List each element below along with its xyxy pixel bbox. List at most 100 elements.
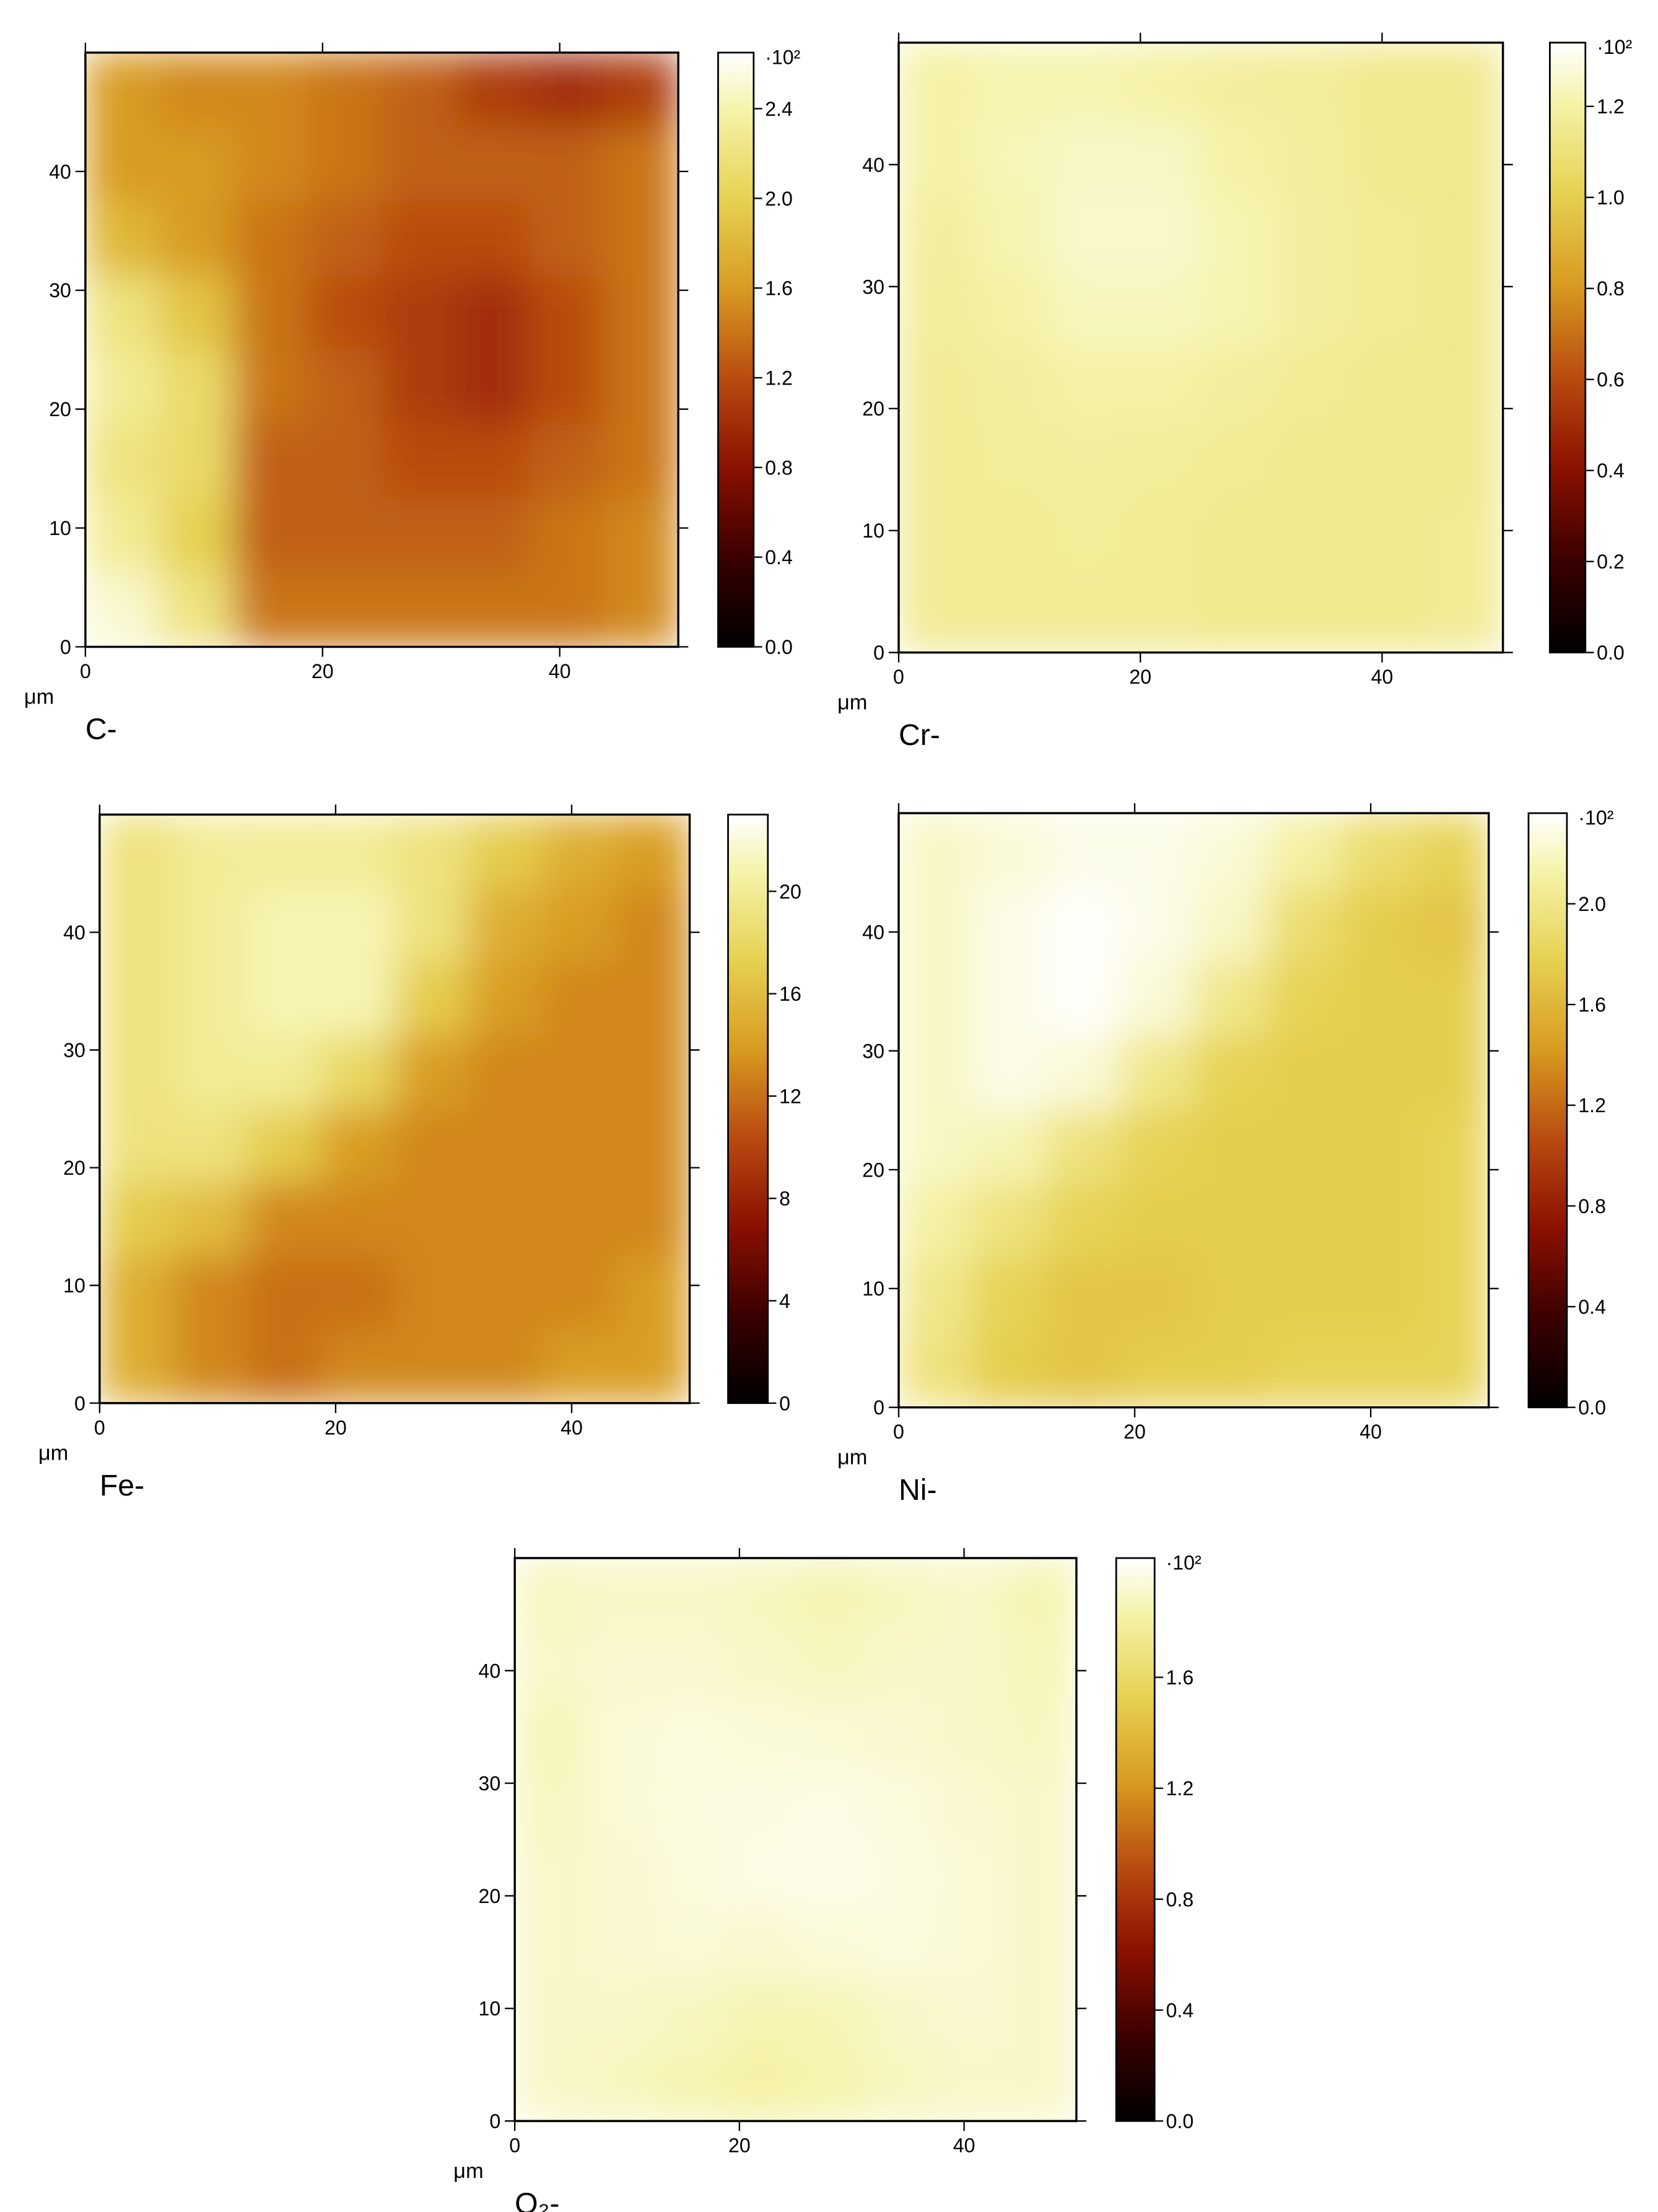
heatmap-cell [865,1558,937,1629]
panel-title: Ni- [899,1473,937,1507]
colorbar-tick-label: 1.2 [1578,1094,1606,1117]
heatmap-cell [725,1628,796,1700]
heatmap [99,814,691,1404]
x-axis-label: μm [837,691,868,715]
x-tick-label: 0 [80,660,91,682]
panel-title: Fe- [100,1469,144,1502]
heatmap-cell [1276,500,1353,577]
heatmap-cell [865,2050,937,2122]
heatmap-cell [898,118,975,196]
heatmap-cell [468,1108,543,1183]
heatmap-cell [307,349,383,425]
heatmap-cell [655,1628,726,1700]
heatmap-cell [307,572,383,648]
y-tick-label: 30 [49,279,71,302]
heatmap-cell [725,1910,796,1981]
heatmap-cell [604,52,679,128]
heatmap-cell [159,498,235,573]
heatmap-cell [173,1035,248,1110]
heatmap-cell [974,576,1051,653]
heatmap-cell [898,271,975,349]
heatmap-cell [1200,118,1277,196]
heatmap-cell [395,1108,469,1183]
heatmap-cell [795,1980,867,2052]
heatmap-cell [85,498,160,573]
heatmap [515,1558,1078,2122]
heatmap-cell [1200,424,1277,501]
heatmap-cell [468,1035,543,1110]
heatmap-cell [382,572,457,648]
heatmap-cell [159,424,235,499]
heatmap-cell [1341,1258,1416,1334]
heatmap-cell [1046,1333,1121,1408]
colorbar-multiplier: ·10² [1166,1551,1202,1574]
heatmap-cell [616,1182,691,1257]
heatmap-cell [159,349,235,425]
heatmap-cell [1049,576,1126,653]
heatmap-cell [616,1256,691,1331]
heatmap-cell [616,1329,691,1404]
heatmap-cell [1341,1035,1416,1112]
heatmap-cell [1120,1035,1195,1112]
y-tick-label: 20 [63,1157,85,1179]
heatmap-cell [616,1108,691,1183]
heatmap-cell [1120,961,1195,1037]
heatmap-cell [159,275,235,351]
heatmap-cell [865,1910,937,1981]
heatmap-cell [1341,813,1416,889]
y-tick-label: 0 [489,2110,500,2133]
heatmap-cell [1341,887,1416,963]
heatmap-cell [604,424,679,499]
heatmap-cell [1341,1110,1416,1185]
heatmap-cell [974,42,1051,120]
heatmap [898,813,1490,1408]
heatmap-cell [247,1329,322,1404]
heatmap-cell [1120,887,1195,963]
heatmap-cell [616,961,691,1036]
heatmap-cell [1427,576,1504,653]
heatmap-cell [585,2050,657,2122]
panel-title: O₂- [515,2187,559,2212]
heatmap-cell [382,424,457,499]
panel-title: Cr- [899,718,940,752]
heatmap-cell [395,814,469,889]
heatmap-cell [159,126,235,202]
heatmap-cell [1193,1110,1268,1185]
y-tick-label: 30 [862,1040,884,1062]
y-tick-label: 10 [49,517,71,539]
heatmap-cell [468,961,543,1036]
colorbar-tick-label: 0.0 [1578,1396,1606,1419]
heatmap-cell [972,1333,1047,1408]
heatmap-cell [1415,961,1490,1037]
colorbar-tick-label: 0.4 [1597,459,1625,482]
heatmap-cell [382,126,457,202]
heatmap-cell [898,1333,974,1408]
colorbar-tick-label: 0.8 [1166,1888,1194,1910]
heatmap-cell [936,2050,1007,2122]
heatmap-cell [1193,1333,1268,1408]
heatmap-cell [468,888,543,963]
heatmap-cell [1120,813,1195,889]
heatmap-cell [159,572,235,648]
heatmap-cell [972,813,1047,889]
heatmap-cell [173,1108,248,1183]
colorbar-tick-label: 16 [779,983,801,1005]
colorbar-tick-label: 0.8 [1578,1195,1606,1217]
heatmap-cell [1415,887,1490,963]
heatmap-cell [456,275,531,351]
heatmap-cell [1120,1333,1195,1408]
heatmap-cell [1006,1769,1078,1840]
heatmap-cell [321,1108,396,1183]
heatmap-cell [99,1256,175,1331]
heatmap-cell [1046,887,1121,963]
heatmap-cell [233,126,309,202]
heatmap [85,52,679,648]
heatmap-cell [542,961,617,1036]
heatmap-cell [99,1182,175,1257]
y-tick-label: 40 [49,160,71,183]
x-tick-label: 40 [561,1416,583,1439]
heatmap-cell [99,961,175,1036]
colorbar-tick-label: 0.8 [765,456,793,479]
heatmap-cell [1341,961,1416,1037]
